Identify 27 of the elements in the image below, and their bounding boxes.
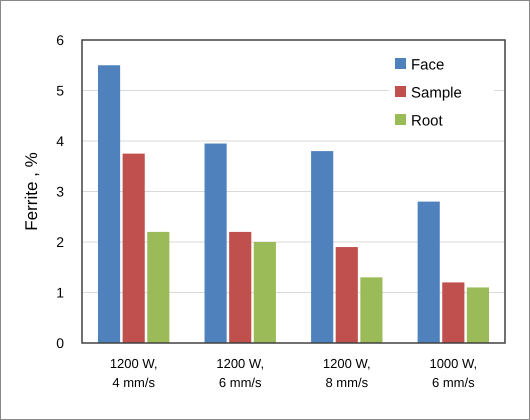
y-tick-label: 1	[56, 284, 64, 300]
y-tick-label: 2	[56, 234, 64, 250]
x-tick-label: 1200 W, 6 mm/s	[216, 356, 264, 390]
bar	[311, 151, 334, 343]
bar	[466, 287, 490, 343]
y-axis-title: Ferrite , %	[22, 152, 41, 231]
legend-label: Root	[411, 112, 444, 130]
bar	[204, 144, 227, 343]
bar	[254, 242, 276, 343]
bar	[229, 232, 252, 343]
legend-label: Face	[411, 56, 444, 74]
bar	[122, 154, 145, 343]
bar	[336, 247, 358, 343]
y-tick-label: 3	[56, 183, 64, 200]
bar	[442, 282, 464, 343]
y-tick-label: 5	[56, 82, 64, 98]
bar	[418, 202, 440, 343]
x-tick-label: 1200 W, 8 mm/s	[322, 356, 371, 390]
x-tick-label: 1000 W, 6 mm/s	[429, 356, 478, 390]
bar	[98, 65, 120, 343]
x-tick-label: 1200 W, 4 mm/s	[110, 356, 158, 390]
y-tick-label: 4	[56, 132, 64, 149]
bar	[147, 232, 170, 343]
legend-label: Sample	[411, 84, 462, 102]
bar	[360, 277, 382, 343]
y-tick-label: 6	[56, 32, 64, 48]
y-tick-label: 0	[56, 334, 64, 351]
